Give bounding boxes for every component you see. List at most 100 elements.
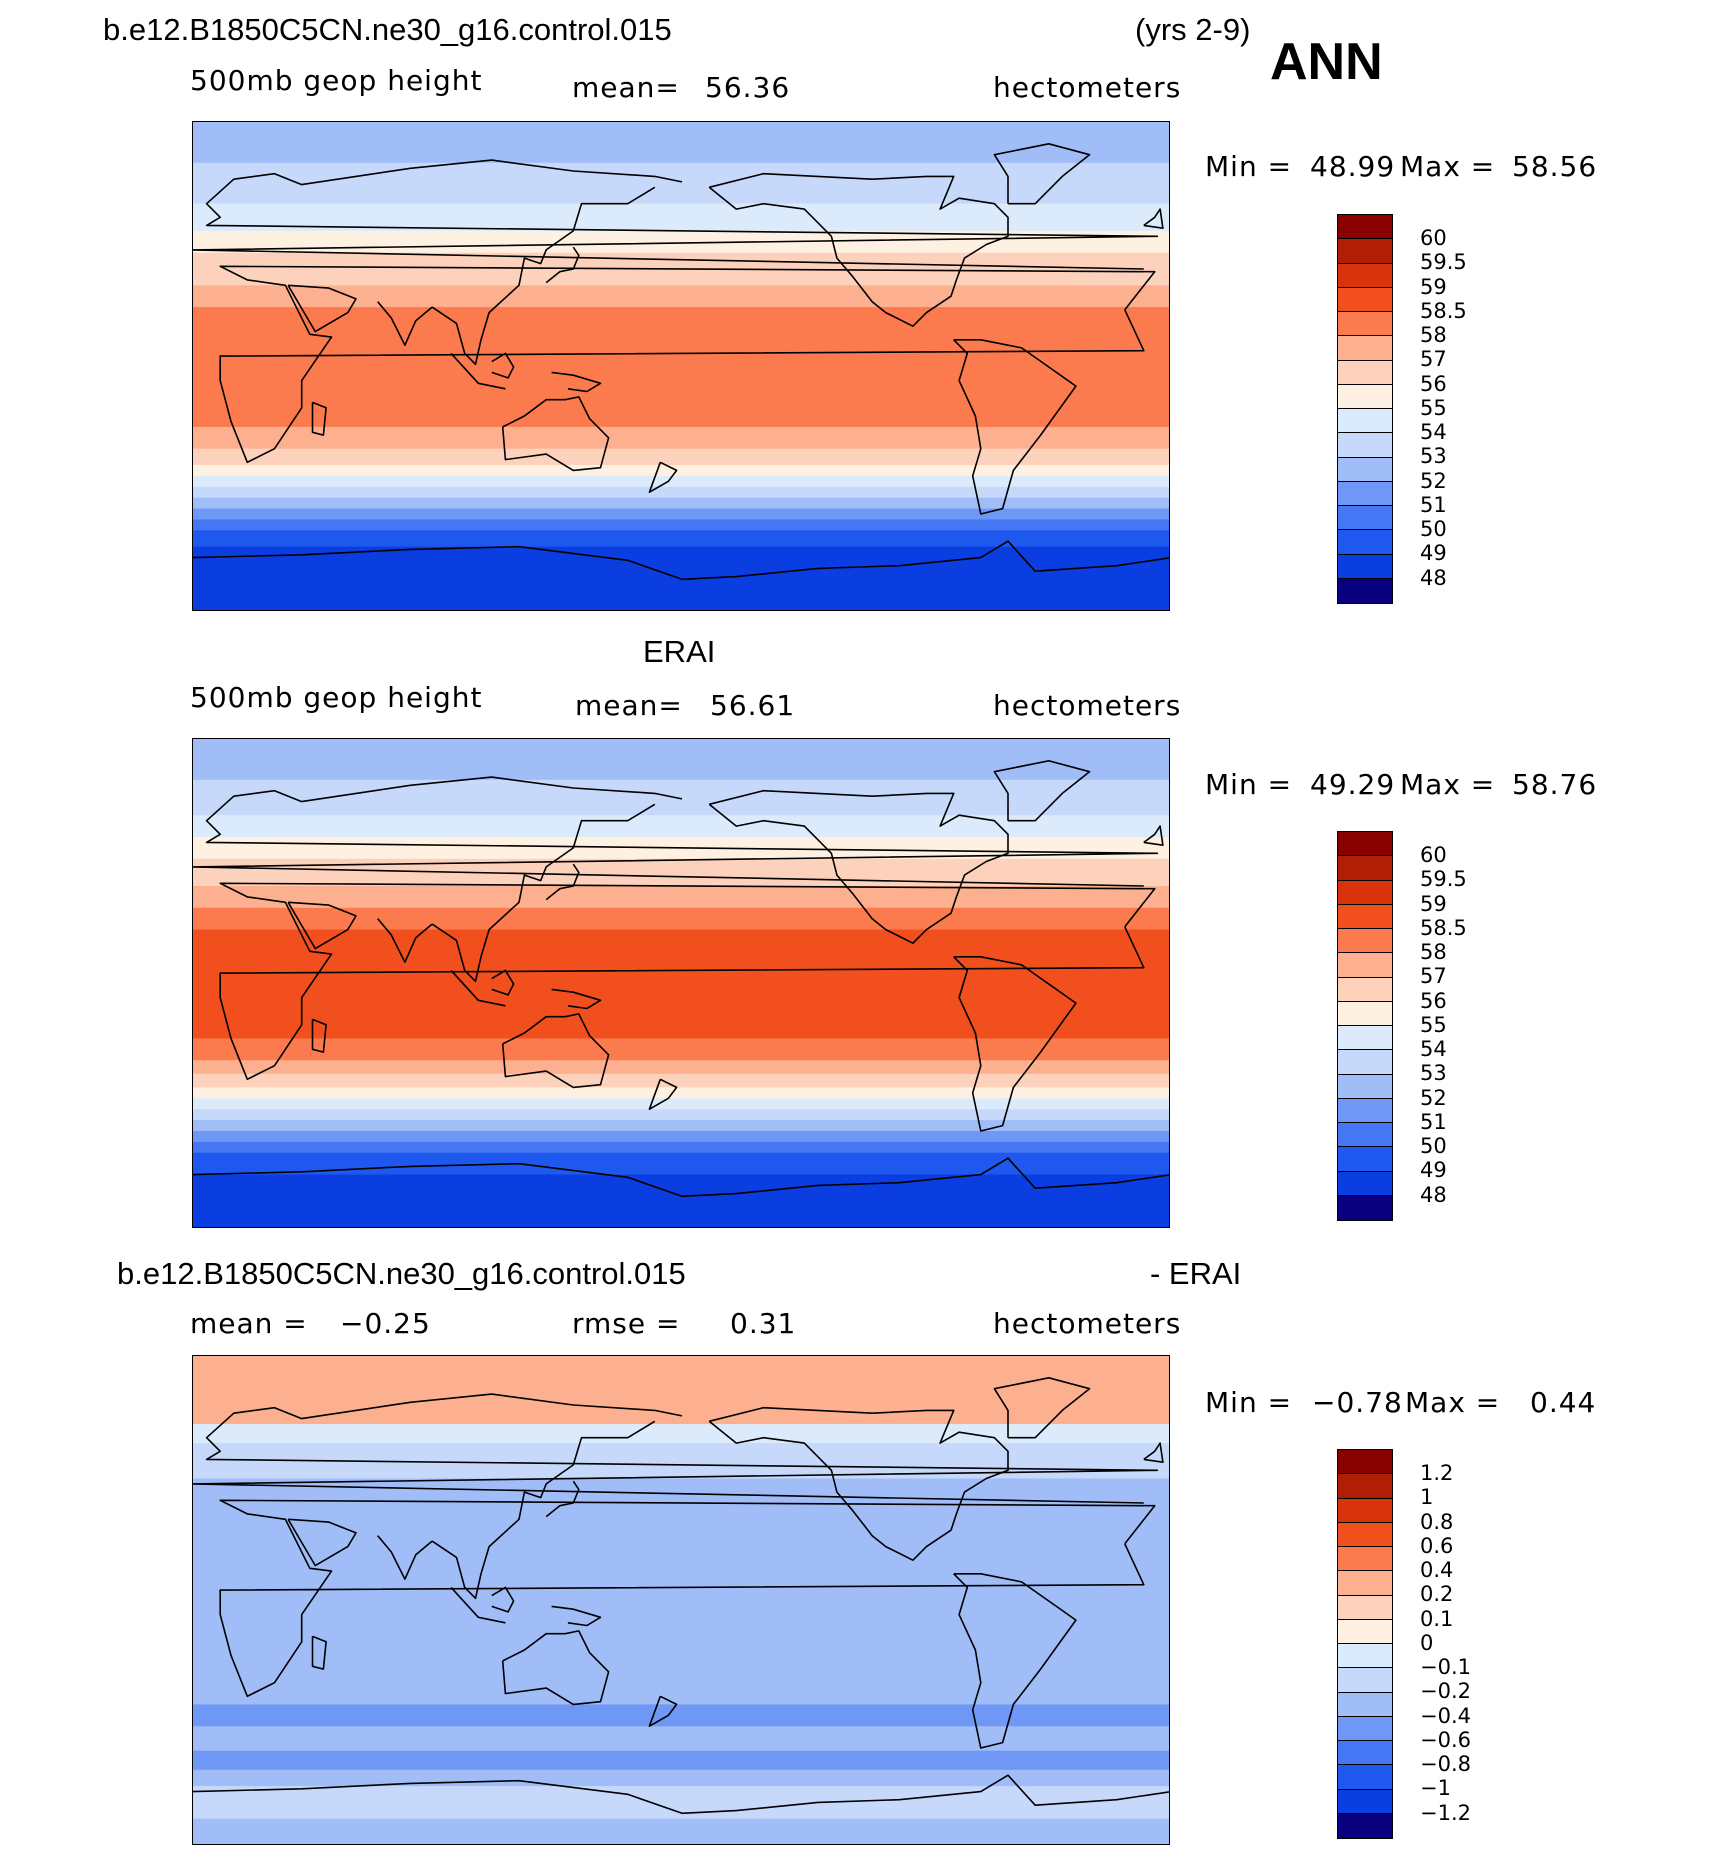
colorbar-cell xyxy=(1338,239,1392,264)
colorbar-cell xyxy=(1338,215,1392,240)
colorbar-cell xyxy=(1338,312,1392,337)
coastline-14 xyxy=(311,1635,327,1670)
panel3-mean-label: mean = xyxy=(190,1307,308,1340)
colorbar-tick-label: 58 xyxy=(1420,940,1447,964)
panel3-min-value: −0.78 xyxy=(1312,1386,1403,1419)
colorbar-cell xyxy=(1338,530,1392,555)
colorbar-cell xyxy=(1338,1619,1392,1644)
coastline-0 xyxy=(193,159,1159,270)
coastline-4 xyxy=(431,803,656,983)
colorbar-cell xyxy=(1338,263,1392,288)
panel3-map-svg xyxy=(193,1356,1169,1844)
coastline-3 xyxy=(377,918,433,963)
contour-band-5 xyxy=(193,886,1169,909)
panel1-map xyxy=(192,121,1170,611)
colorbar-cell xyxy=(1338,384,1392,409)
contour-band-3 xyxy=(193,1478,1169,1670)
colorbar-tick-label: 54 xyxy=(1420,420,1447,444)
colorbar-tick-label: 55 xyxy=(1420,395,1447,420)
panel3-rmse-label: rmse = xyxy=(572,1307,681,1340)
colorbar-tick-label: 52 xyxy=(1420,1085,1447,1110)
colorbar-tick-label: 49 xyxy=(1420,1158,1447,1183)
colorbar-cell xyxy=(1338,506,1392,531)
coastline-14 xyxy=(311,401,327,436)
panel3-colorbar-labels: 1.2 1 0.8 0.6 0.4 0.2 0.1 0 −0.1 −0.2 −0.4 −0.6 −0.8… xyxy=(1420,1461,1471,1825)
colorbar-tick-label: 59 xyxy=(1420,274,1447,299)
contour-band-10 xyxy=(193,1818,1169,1844)
contour-band-9 xyxy=(193,465,1169,477)
coastline-0 xyxy=(193,776,1159,887)
colorbar-cell xyxy=(1338,1195,1392,1220)
coastline-4 xyxy=(431,1420,656,1600)
colorbar-cell xyxy=(1338,880,1392,905)
panel2-colorbar xyxy=(1337,831,1393,1221)
coastline-7 xyxy=(953,339,1077,515)
colorbar-cell xyxy=(1338,336,1392,361)
colorbar-cell xyxy=(1338,578,1392,603)
panel3-units: hectometers xyxy=(993,1307,1182,1340)
panel2-mean-value: 56.61 xyxy=(710,689,796,722)
coastline-13 xyxy=(551,371,602,393)
colorbar-cell xyxy=(1338,1050,1392,1075)
colorbar-cell xyxy=(1338,433,1392,458)
colorbar-cell xyxy=(1338,481,1392,506)
coastline-16 xyxy=(1143,208,1164,229)
contour-band-13 xyxy=(193,1109,1169,1121)
contour-band-10 xyxy=(193,1073,1169,1089)
panel2-units: hectometers xyxy=(993,689,1182,722)
colorbar-cell xyxy=(1338,1741,1392,1766)
coastline-8 xyxy=(993,760,1091,822)
colorbar-cell xyxy=(1338,1813,1392,1838)
colorbar-cell xyxy=(1338,287,1392,312)
coastline-12 xyxy=(491,969,515,996)
coastline-11 xyxy=(450,352,506,390)
colorbar-tick-label: 0.8 xyxy=(1420,1509,1454,1534)
contour-band-9 xyxy=(193,1060,1169,1075)
colorbar-cell xyxy=(1338,1147,1392,1172)
contour-band-1 xyxy=(193,779,1169,816)
contour-band-15 xyxy=(193,530,1169,548)
contour-band-12 xyxy=(193,1098,1169,1110)
coastline-2 xyxy=(287,1518,357,1567)
contour-band-12 xyxy=(193,497,1169,510)
contour-band-7 xyxy=(193,1750,1169,1771)
colorbar-tick-label: 48 xyxy=(1420,1182,1447,1207)
contour-band-0 xyxy=(193,122,1169,164)
colorbar-tick-label: 52 xyxy=(1420,468,1447,493)
colorbar-tick-label: 54 xyxy=(1420,1037,1447,1061)
colorbar-cell xyxy=(1338,1001,1392,1026)
panel2-min-label: Min = xyxy=(1205,768,1293,801)
years-label: (yrs 2-9) xyxy=(1135,12,1251,47)
colorbar-cell xyxy=(1338,953,1392,978)
coastline-5 xyxy=(501,1013,610,1089)
colorbar-cell xyxy=(1338,1450,1392,1475)
contour-band-8 xyxy=(193,448,1169,466)
colorbar-tick-label: 58.5 xyxy=(1420,915,1467,940)
colorbar-tick-label: 49 xyxy=(1420,541,1447,566)
panel3-rmse-value: 0.31 xyxy=(730,1307,797,1340)
colorbar-tick-label: 0.4 xyxy=(1420,1558,1454,1582)
colorbar-tick-label: 53 xyxy=(1420,444,1447,469)
panel1-max-label: Max = xyxy=(1400,150,1496,183)
coastline-10 xyxy=(545,1480,580,1518)
contour-band-6 xyxy=(193,307,1169,428)
colorbar-tick-label: −0.8 xyxy=(1420,1752,1471,1776)
colorbar-tick-label: 58.5 xyxy=(1420,298,1467,323)
colorbar-tick-label: 1 xyxy=(1420,1485,1434,1510)
coastline-7 xyxy=(953,1573,1077,1749)
coastline-15 xyxy=(648,1078,678,1110)
coastline-15 xyxy=(648,461,678,493)
colorbar-cell xyxy=(1338,1026,1392,1051)
coastline-7 xyxy=(953,956,1077,1132)
colorbar-tick-label: 50 xyxy=(1420,517,1447,541)
panel3-max-label: Max = xyxy=(1405,1386,1501,1419)
contour-band-1 xyxy=(193,162,1169,205)
colorbar-cell xyxy=(1338,1522,1392,1547)
coastline-9 xyxy=(193,1157,1169,1198)
contour-band-0 xyxy=(193,739,1169,781)
contour-band-13 xyxy=(193,508,1169,521)
colorbar-tick-label: 0 xyxy=(1420,1630,1434,1655)
coastline-6 xyxy=(708,1406,1009,1561)
contour-band-3 xyxy=(193,230,1169,254)
contour-band-8 xyxy=(193,1769,1169,1787)
